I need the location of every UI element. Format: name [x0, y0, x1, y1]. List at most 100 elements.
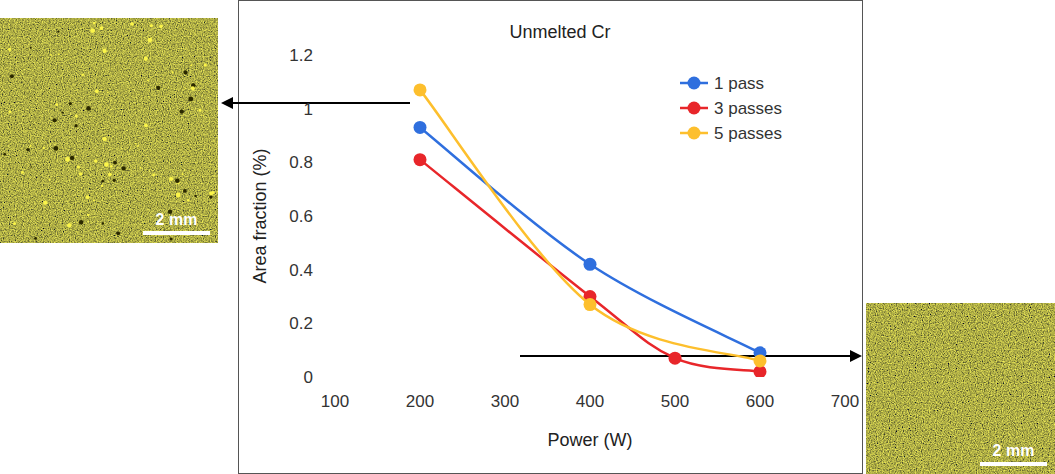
micrograph-speck — [135, 143, 137, 145]
micrograph-speck — [191, 86, 195, 90]
micrograph-speck — [30, 145, 32, 147]
x-tick-label: 100 — [321, 392, 349, 411]
micrograph-speck — [198, 109, 201, 112]
micrograph-texture — [866, 303, 1055, 474]
y-tick-label: 0 — [304, 368, 313, 387]
micrograph: 2 mm — [866, 303, 1055, 474]
micrograph-speck — [194, 195, 196, 197]
micrograph-speck — [137, 145, 139, 147]
micrograph-speck — [108, 173, 112, 177]
series-marker — [584, 258, 597, 271]
micrograph-speck — [100, 26, 104, 30]
micrograph-speck — [176, 193, 181, 198]
scale-bar-label: 2 mm — [993, 442, 1035, 459]
x-tick-label: 300 — [491, 392, 519, 411]
micrograph-speck — [113, 161, 117, 165]
micrograph-speck — [57, 31, 59, 33]
micrograph-speck — [101, 185, 103, 187]
micrograph-speck — [13, 222, 16, 225]
micrograph-speck — [75, 115, 78, 118]
micrograph-speck — [8, 111, 11, 114]
micrograph-speck — [209, 195, 212, 198]
micrograph-speck — [86, 106, 91, 111]
micrograph-speck — [10, 74, 14, 78]
micrograph-speck — [94, 159, 98, 163]
micrograph-speck — [43, 147, 45, 149]
micrograph-speck — [169, 177, 173, 181]
micrograph-speck — [183, 189, 187, 193]
legend-marker — [688, 77, 701, 90]
micrograph-speck — [102, 137, 106, 141]
micrograph-speck — [148, 38, 153, 43]
y-tick-label: 0.8 — [289, 153, 313, 172]
y-tick-label: 1 — [304, 100, 313, 119]
micrograph-speck — [175, 179, 180, 184]
x-tick-label: 200 — [406, 392, 434, 411]
micrograph-speck — [69, 102, 72, 105]
micrograph-speck — [58, 53, 60, 55]
y-tick-label: 1.2 — [289, 46, 313, 65]
micrograph-speck — [50, 54, 52, 56]
series-marker — [414, 153, 427, 166]
micrograph-speck — [102, 49, 106, 53]
micrograph-speck — [185, 88, 187, 90]
micrograph-speck — [170, 237, 173, 240]
chart: 2 mm2 mmUnmelted CrPower (W)Area fractio… — [0, 0, 1055, 474]
micrograph-speck — [180, 109, 184, 113]
micrograph-speck — [79, 172, 83, 176]
micrograph-speck — [107, 92, 109, 94]
micrograph-speck — [75, 124, 78, 127]
series-line — [420, 90, 760, 361]
micrograph-speck — [101, 180, 104, 183]
arrow-line — [231, 102, 410, 104]
micrograph-speck — [183, 70, 187, 74]
micrograph-speck — [116, 231, 120, 235]
scale-bar — [143, 231, 210, 235]
micrograph-speck — [86, 195, 90, 199]
micrograph-speck — [34, 237, 37, 240]
scale-bar-label: 2 mm — [156, 211, 198, 228]
x-tick-label: 600 — [746, 392, 774, 411]
micrograph-speck — [56, 103, 59, 106]
legend-marker — [688, 102, 701, 115]
micrograph-speck — [53, 118, 57, 122]
micrograph-speck — [139, 167, 141, 169]
micrograph-speck — [144, 124, 148, 128]
micrograph-speck — [144, 57, 148, 61]
arrow-head — [221, 97, 233, 109]
y-axis-title: Area fraction (%) — [250, 148, 270, 283]
micrograph: 2 mm — [0, 18, 218, 243]
series-line — [420, 160, 760, 372]
micrograph-speck — [87, 214, 89, 216]
micrograph-speck — [104, 162, 109, 167]
micrograph-speck — [159, 25, 163, 29]
x-tick-label: 400 — [576, 392, 604, 411]
micrograph-speck — [182, 173, 184, 175]
micrograph-speck — [49, 179, 51, 181]
micrograph-speck — [67, 223, 72, 228]
arrow-line — [520, 355, 852, 357]
micrograph-speck — [82, 74, 85, 77]
micrograph-speck — [152, 174, 155, 177]
x-tick-label: 500 — [661, 392, 689, 411]
y-tick-label: 0.4 — [289, 261, 313, 280]
micrograph-speck — [77, 166, 80, 169]
arrow — [520, 350, 862, 362]
micrograph-speck — [79, 220, 83, 224]
legend-label: 5 passes — [714, 124, 782, 143]
micrograph-speck — [177, 195, 180, 198]
legend-label: 3 passes — [714, 99, 782, 118]
micrograph-speck — [204, 64, 207, 67]
micrograph-speck — [26, 148, 29, 151]
micrograph-speck — [102, 222, 105, 225]
micrograph-speck — [187, 199, 190, 202]
micrograph-speck — [113, 179, 116, 182]
micrograph-speck — [147, 80, 149, 82]
series-marker — [754, 354, 767, 367]
micrograph-speck — [156, 86, 160, 90]
micrograph-speck — [110, 165, 113, 168]
micrograph-speck — [121, 166, 125, 170]
legend-marker — [688, 127, 701, 140]
series-marker — [669, 352, 682, 365]
micrograph-speck — [171, 71, 173, 73]
